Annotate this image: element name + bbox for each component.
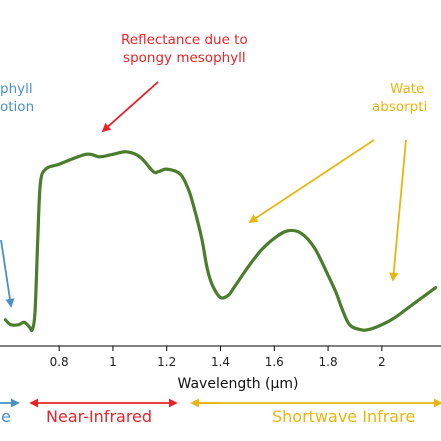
spongy-annotation-line-1: Reflectance due to — [121, 32, 248, 48]
x-axis-label: Wavelength (µm) — [178, 376, 299, 392]
plot-area: 0.8 1 1.2 1.4 1.6 1.8 2 Wavelength (µm) — [0, 150, 441, 392]
x-tick-label: 1.6 — [265, 355, 284, 369]
x-tick-label: 0.8 — [50, 355, 69, 369]
near-infrared-region-label: Near-Infrared — [46, 407, 153, 426]
chlorophyll-annotation-line-1: phyll — [0, 81, 33, 97]
x-tick-label: 2 — [378, 355, 386, 369]
reflectance-curve-series-0 — [3, 150, 438, 333]
x-tick-label: 1 — [109, 355, 117, 369]
spongy-annotation-line-2: spongy mesophyll — [123, 50, 246, 66]
spongy-mesophyll-arrow — [101, 81, 159, 133]
x-tick-label: 1.8 — [319, 355, 338, 369]
water-absorption-arrow-1 — [248, 139, 375, 223]
visible-region-label: e — [1, 407, 11, 426]
water-annotation-line-1: Wate — [390, 81, 425, 97]
x-tick-label: 1.2 — [157, 355, 176, 369]
water-absorption-arrow-2 — [389, 139, 407, 282]
chlorophyll-annotation-line-2: otion — [0, 99, 35, 115]
chlorophyll-arrow — [0, 239, 15, 308]
chlorophyll-annotation: phyll otion — [0, 80, 34, 116]
x-tick-label: 1.4 — [211, 355, 230, 369]
annotation-arrows — [0, 81, 441, 408]
spongy-mesophyll-annotation: Reflectance due to spongy mesophyll — [121, 31, 248, 67]
shortwave-infrared-region-label: Shortwave Infrare — [272, 407, 416, 426]
water-absorption-annotation: Wate absorpti — [372, 80, 427, 116]
water-annotation-line-2: absorpti — [372, 99, 428, 115]
